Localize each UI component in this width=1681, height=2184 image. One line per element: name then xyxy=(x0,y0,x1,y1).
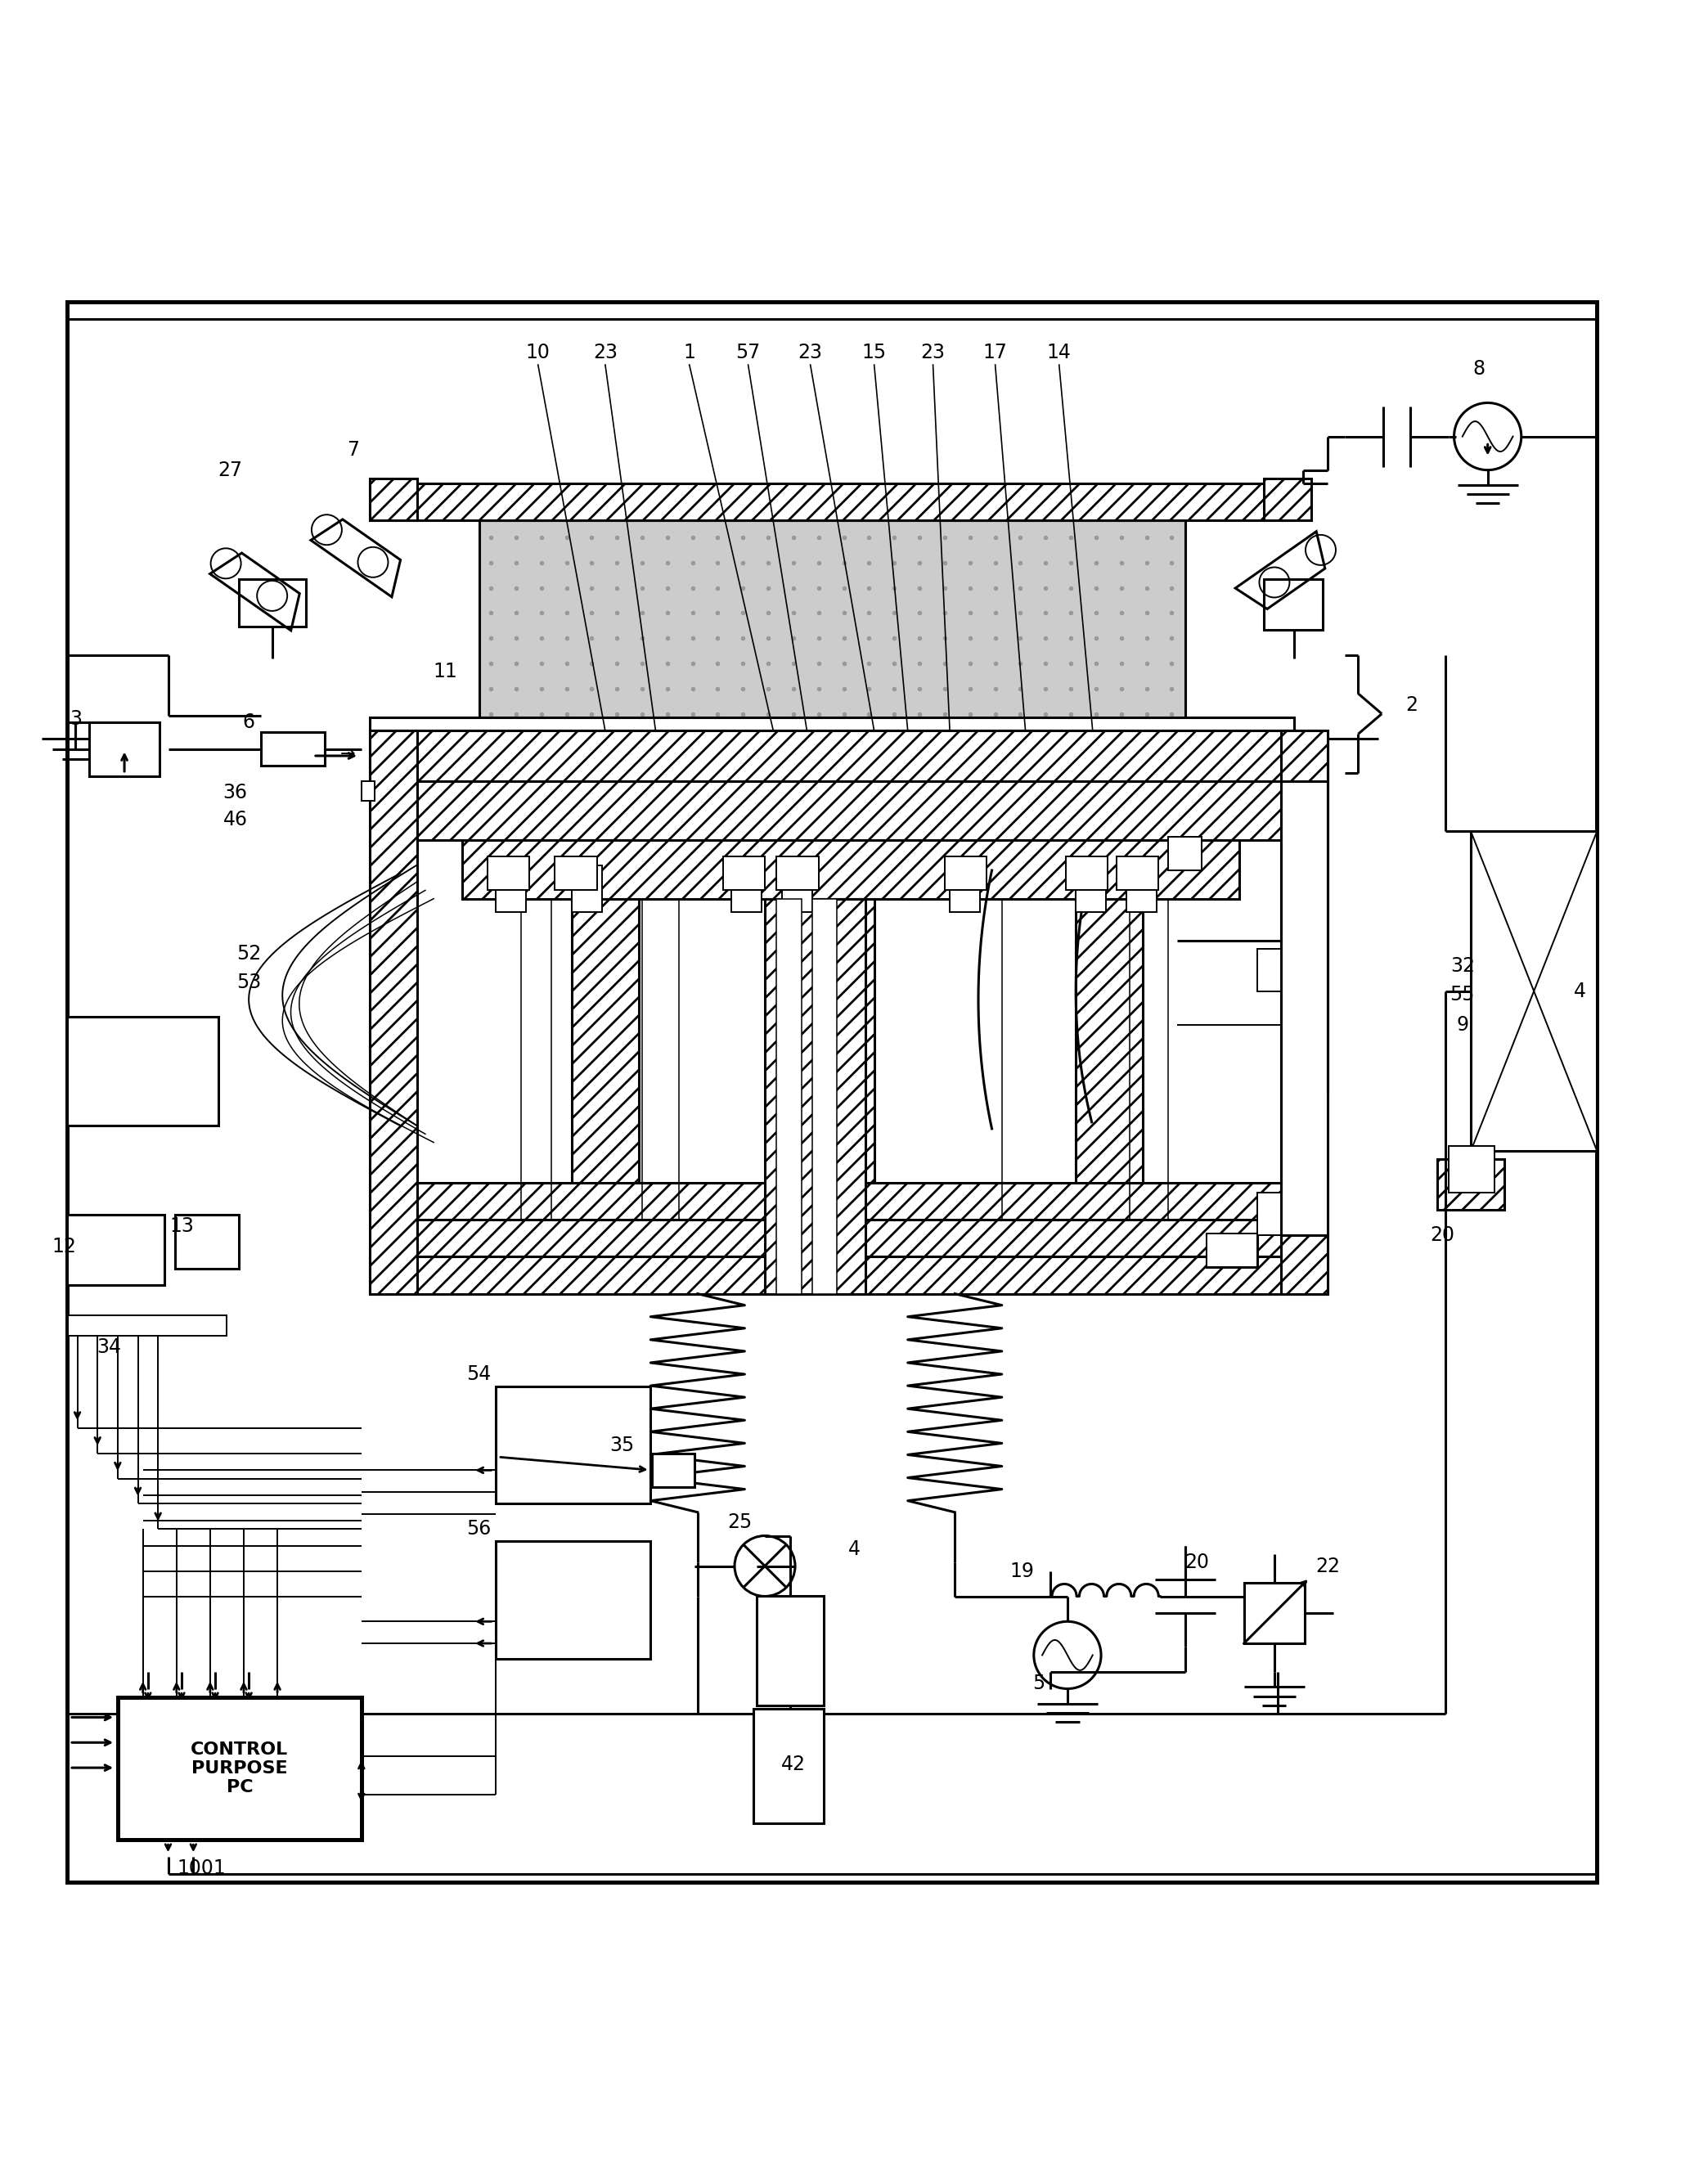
Bar xyxy=(1449,1147,1494,1192)
Bar xyxy=(487,856,530,891)
Text: CONTROL
PURPOSE
PC: CONTROL PURPOSE PC xyxy=(190,1741,289,1795)
Text: 56: 56 xyxy=(467,1520,491,1540)
Text: 27: 27 xyxy=(219,461,242,480)
Text: 20: 20 xyxy=(1431,1225,1454,1245)
Text: 11: 11 xyxy=(434,662,457,681)
Bar xyxy=(496,1387,651,1505)
Text: 4: 4 xyxy=(1573,981,1587,1000)
Text: 17: 17 xyxy=(983,343,1007,363)
Text: 32: 32 xyxy=(1451,957,1474,976)
Text: 23: 23 xyxy=(921,343,945,363)
Bar xyxy=(1207,1234,1257,1267)
Text: 25: 25 xyxy=(728,1514,751,1533)
Text: 36: 36 xyxy=(224,784,247,802)
Bar xyxy=(1168,836,1202,869)
Bar xyxy=(1264,579,1323,629)
Bar xyxy=(777,898,802,1293)
Bar xyxy=(555,856,597,891)
Bar xyxy=(496,865,526,913)
Bar xyxy=(782,865,812,913)
Text: 12: 12 xyxy=(52,1236,76,1256)
Bar xyxy=(756,1597,824,1706)
Text: 23: 23 xyxy=(593,343,617,363)
Bar xyxy=(1126,865,1157,913)
Text: 23: 23 xyxy=(798,343,822,363)
Bar xyxy=(370,732,1328,782)
Bar xyxy=(777,856,819,891)
Bar xyxy=(1264,478,1311,520)
Text: 9: 9 xyxy=(1456,1016,1469,1035)
Text: 53: 53 xyxy=(237,972,261,992)
Text: 1001: 1001 xyxy=(177,1859,227,1878)
Bar xyxy=(370,483,1294,520)
Text: 14: 14 xyxy=(1047,343,1071,363)
Bar xyxy=(1471,832,1597,1151)
Text: 4: 4 xyxy=(847,1540,861,1559)
Text: 42: 42 xyxy=(782,1754,805,1773)
Text: 13: 13 xyxy=(170,1216,193,1236)
Bar xyxy=(1066,856,1108,891)
Bar xyxy=(175,1214,239,1269)
Bar xyxy=(753,1708,824,1824)
Text: 57: 57 xyxy=(736,343,760,363)
Bar xyxy=(462,841,1239,898)
Text: 10: 10 xyxy=(526,343,550,363)
Text: 7: 7 xyxy=(346,439,360,459)
Bar xyxy=(812,898,837,1293)
Bar xyxy=(1281,782,1328,1234)
Bar xyxy=(1076,865,1106,913)
Text: 22: 22 xyxy=(1316,1557,1340,1577)
Bar xyxy=(1437,1160,1504,1210)
Bar xyxy=(652,1452,694,1487)
Bar xyxy=(496,1542,651,1658)
Bar xyxy=(731,865,761,913)
Bar xyxy=(572,865,602,913)
Bar xyxy=(1076,898,1143,1219)
Text: 35: 35 xyxy=(610,1435,634,1455)
Bar xyxy=(417,1184,1281,1219)
Bar xyxy=(67,1315,227,1337)
Bar xyxy=(89,723,160,775)
Bar xyxy=(723,856,765,891)
Bar xyxy=(950,865,980,913)
Bar xyxy=(261,732,324,767)
Bar xyxy=(361,782,375,802)
Bar xyxy=(370,478,417,520)
Text: 2: 2 xyxy=(1405,695,1419,714)
Bar xyxy=(1207,1234,1257,1267)
Bar xyxy=(765,898,866,1293)
Bar xyxy=(118,1697,361,1839)
Bar xyxy=(417,782,1281,841)
Bar xyxy=(370,1256,1328,1293)
Text: 15: 15 xyxy=(862,343,886,363)
Bar xyxy=(370,732,417,1293)
Bar xyxy=(417,1219,1281,1256)
Bar xyxy=(1281,732,1328,1293)
Bar xyxy=(1257,1192,1281,1234)
Text: 19: 19 xyxy=(1010,1562,1034,1581)
Bar xyxy=(1244,1583,1304,1642)
Text: 52: 52 xyxy=(237,943,261,963)
Text: 34: 34 xyxy=(97,1337,121,1356)
Bar xyxy=(1116,856,1158,891)
Bar xyxy=(1257,950,1281,992)
Bar xyxy=(790,898,874,1219)
Bar xyxy=(945,856,987,891)
Text: 8: 8 xyxy=(1473,360,1486,380)
Text: 55: 55 xyxy=(1451,985,1474,1005)
Bar xyxy=(67,1016,219,1125)
Text: →: → xyxy=(340,747,356,762)
Bar xyxy=(572,898,639,1219)
Bar xyxy=(67,1214,165,1286)
Text: 54: 54 xyxy=(467,1365,491,1385)
Bar xyxy=(239,579,306,627)
Text: 3: 3 xyxy=(69,710,82,729)
Text: 1: 1 xyxy=(682,343,696,363)
Text: 5: 5 xyxy=(1032,1673,1046,1693)
Bar xyxy=(479,520,1185,723)
Bar xyxy=(370,716,1294,732)
Text: 46: 46 xyxy=(224,810,247,830)
Text: 20: 20 xyxy=(1185,1553,1209,1572)
Text: 6: 6 xyxy=(242,712,256,732)
